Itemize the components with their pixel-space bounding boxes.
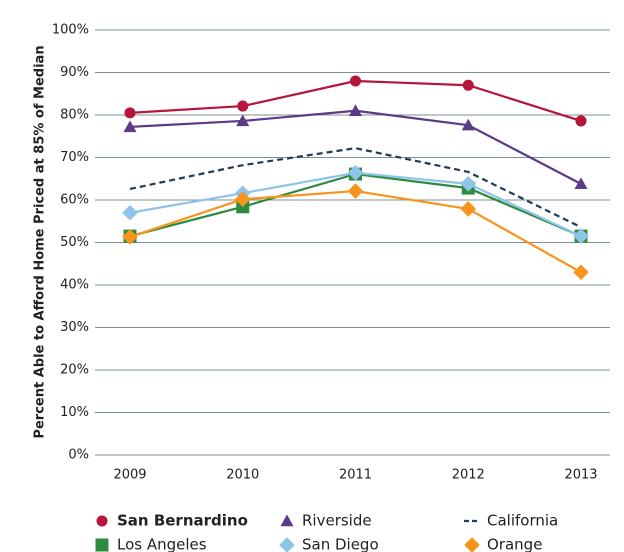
marker [122,229,138,245]
marker [237,100,249,112]
legend-swatch [280,514,294,527]
y-tick-label: 60% [60,193,89,208]
legend-label: Orange [487,536,542,552]
marker [123,120,137,133]
x-tick-label: 2009 [113,468,146,483]
y-tick-label: 90% [60,65,89,80]
marker [349,75,362,87]
marker [347,165,364,181]
y-tick-label: 80% [60,108,89,123]
x-tick-label: 2013 [564,468,597,483]
marker [460,201,477,217]
marker [236,114,250,127]
x-tick-label: 2010 [226,468,259,483]
y-axis-label: Percent Able to Afford Home Priced at 85… [33,45,48,438]
marker [462,79,474,91]
x-tick-label: 2012 [452,468,485,483]
y-tick-label: 30% [60,320,89,335]
legend-label: San Diego [302,536,379,552]
marker [349,104,362,116]
marker [575,115,587,127]
marker [122,204,138,221]
x-tick-label: 2011 [339,468,372,483]
y-tick-label: 100% [52,23,89,38]
marker [461,118,475,131]
legend-swatch [464,537,480,552]
marker [574,177,588,190]
marker [460,176,477,192]
y-tick-label: 0% [68,448,89,463]
series-line [129,189,582,274]
y-tick-label: 20% [60,363,89,378]
y-tick-label: 10% [60,405,89,420]
legend-swatch [96,515,108,527]
y-tick-label: 40% [60,278,89,293]
legend-label: Los Angeles [117,536,207,552]
y-tick-label: 50% [60,235,89,250]
marker [124,107,136,119]
legend-label: California [487,512,558,530]
series-line [129,171,582,238]
marker [573,264,589,281]
legend-swatch [95,538,109,552]
legend-label: San Bernardino [117,512,248,530]
y-tick-label: 70% [60,150,89,165]
legend-label: Riverside [302,512,372,530]
marker [234,191,251,207]
legend-swatch [279,537,295,552]
marker [347,183,364,199]
marker [573,228,589,244]
